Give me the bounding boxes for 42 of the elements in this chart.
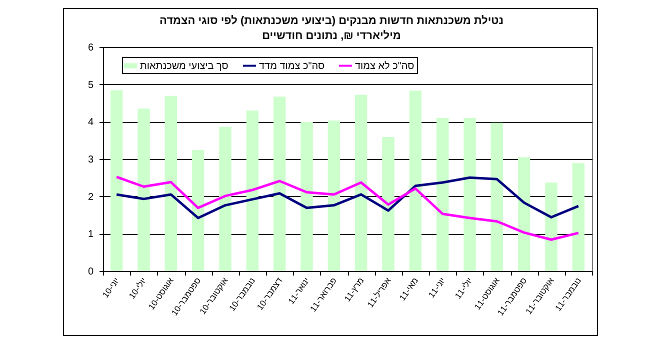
bar: [138, 108, 150, 271]
bar: [354, 94, 368, 271]
y-tick-label: 2: [88, 192, 94, 203]
y-tick-label: 4: [88, 117, 94, 128]
chart-title: נטילת משכנתאות חדשות מבנקים (ביצועי משכנתאות) לפי סוגי הצמדה: [160, 15, 504, 27]
bar: [490, 122, 504, 271]
legend-label: סך ביצועי משכנתאות: [140, 60, 229, 72]
bar: [300, 122, 313, 271]
x-tick-label: נובמבר-10: [226, 276, 258, 313]
x-tick-label: יוני-11: [426, 276, 448, 300]
bar: [409, 90, 422, 271]
bar: [545, 182, 558, 271]
legend-label: סה"כ צמוד מדד: [259, 60, 326, 72]
bar: [572, 163, 585, 271]
bar: [192, 150, 204, 271]
y-tick-label: 1: [88, 229, 94, 240]
x-tick-label: יולי-10: [126, 276, 148, 301]
y-tick-label: 0: [88, 266, 94, 278]
bar: [436, 118, 449, 271]
bar: [273, 96, 286, 271]
bar: [110, 90, 123, 271]
x-tick-label: נובמבר-11: [552, 276, 584, 313]
bar: [328, 120, 340, 271]
bar: [246, 110, 259, 271]
chart-subtitle: מיליארדי ₪, נתונים חודשיים: [262, 30, 401, 42]
bar: [382, 136, 394, 271]
bar: [518, 157, 530, 271]
bar: [219, 126, 232, 271]
bar: [164, 96, 178, 271]
x-tick-label: דצמבר-10: [254, 275, 284, 312]
x-tick-label: מרץ-11: [342, 276, 366, 304]
line-series: [115, 176, 580, 241]
line-series: [115, 176, 580, 220]
x-tick-label: יוני-10: [100, 276, 122, 300]
y-tick-label: 3: [88, 154, 94, 166]
bar: [464, 118, 476, 271]
y-tick-label: 6: [88, 42, 94, 54]
x-tick-label: מאי-11: [397, 276, 420, 302]
legend-label: סה"כ לא צמוד: [355, 60, 415, 72]
y-tick-label: 5: [88, 80, 94, 91]
x-tick-label: יולי-11: [452, 276, 474, 301]
x-tick-label: אפריל-11: [365, 275, 394, 310]
